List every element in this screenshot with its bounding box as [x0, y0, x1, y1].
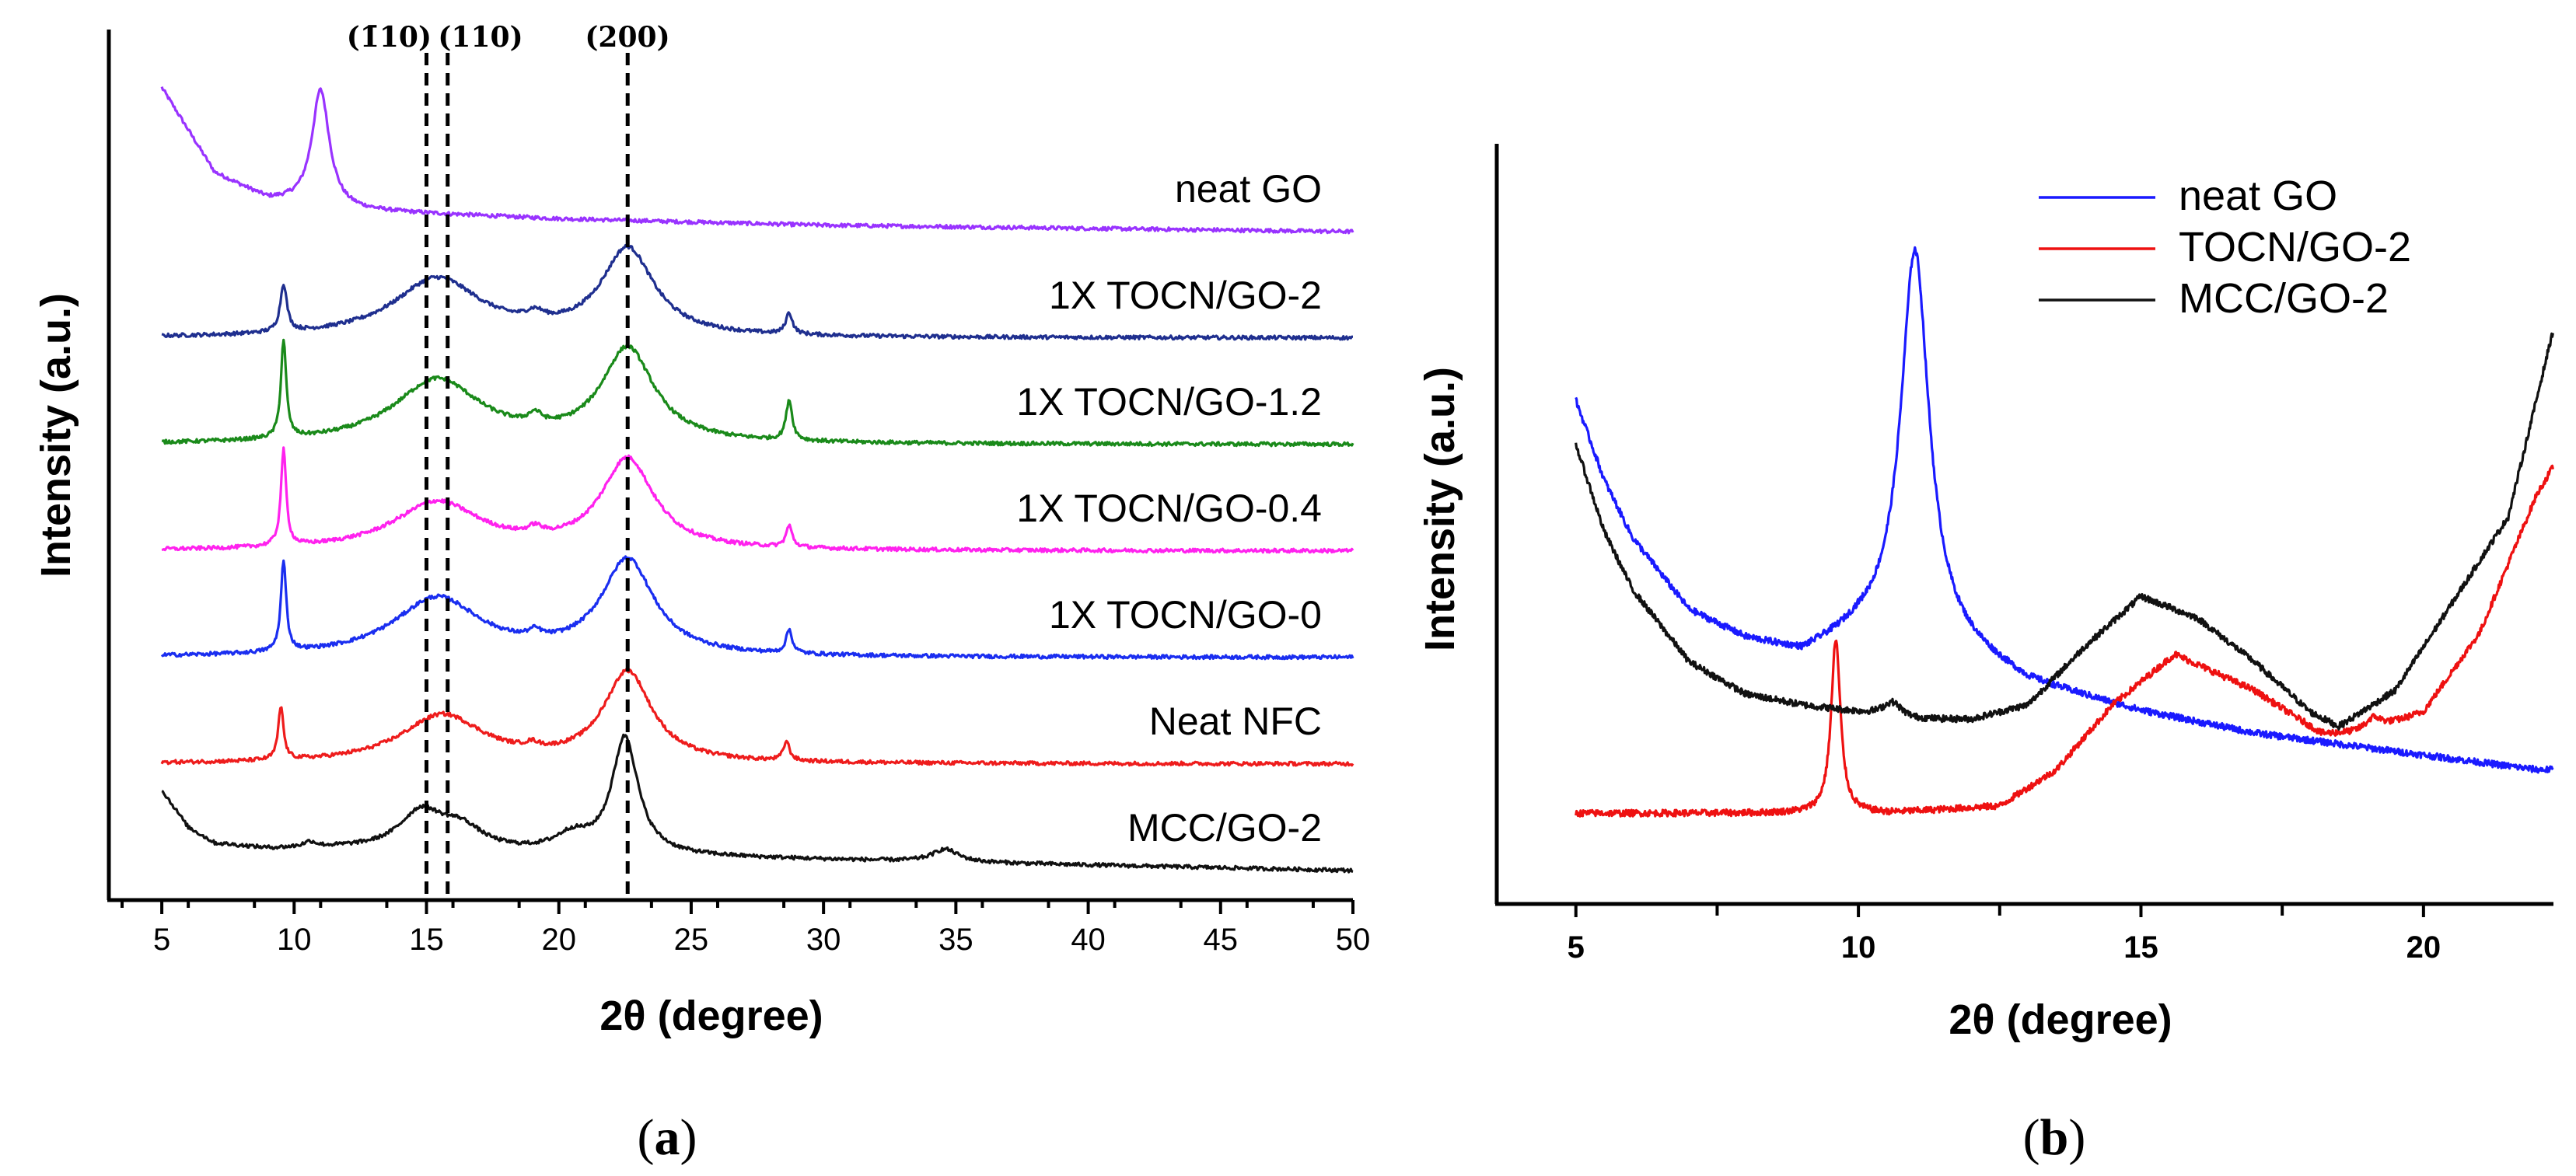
panel-a-series-label-6: MCC/GO-2 — [1127, 806, 1322, 850]
panel-a-series-label-3: 1X TOCN/GO-0.4 — [1016, 487, 1322, 530]
panel-b-x-tick-label-2: 15 — [2123, 930, 2158, 965]
panel-a-reflection-label-1: (110) — [438, 21, 523, 54]
panel-b-x-tick-label-0: 5 — [1568, 930, 1585, 965]
panel-a-series-line-1 — [161, 243, 1354, 341]
panel-a-x-axis-title: 2θ (degree) — [599, 993, 823, 1039]
panel-a-x-tick-label-7: 40 — [1071, 923, 1106, 957]
panel-a-x-tick-label-5: 30 — [806, 923, 841, 957]
panel-a-series-line-6 — [161, 733, 1354, 874]
panel-a-x-tick-label-8: 45 — [1204, 923, 1239, 957]
panel-b-y-axis-title: Intensity (a.u.) — [1417, 367, 1463, 651]
panel-a-y-axis-title: Intensity (a.u.) — [33, 293, 79, 578]
panel-a-series-label-1: 1X TOCN/GO-2 — [1049, 274, 1322, 317]
panel-a-series-label-0: neat GO — [1175, 167, 1322, 211]
panel-b-caption: (b) — [2023, 1109, 2086, 1166]
panel-a-series-label-2: 1X TOCN/GO-1.2 — [1016, 380, 1322, 424]
panel-a-x-tick-label-9: 50 — [1336, 923, 1371, 957]
panel-a-series-line-2 — [161, 338, 1354, 448]
panel-b-legend-label-2: MCC/GO-2 — [2179, 275, 2389, 322]
panel-a-series-label-4: 1X TOCN/GO-0 — [1049, 593, 1322, 637]
panel-a-x-tick-label-2: 15 — [409, 923, 444, 957]
panel-b-curves — [1575, 246, 2554, 818]
panel-a-reflection-labels: (1̄10) (110) (200) — [347, 21, 670, 54]
panel-b-series-line-1 — [1575, 464, 2554, 818]
panel-a-series-label-5: Neat NFC — [1149, 700, 1322, 743]
panel-a-x-tick-label-3: 20 — [541, 923, 576, 957]
panel-a-x-tick-label-6: 35 — [938, 923, 973, 957]
panel-b-series-line-0 — [1575, 246, 2554, 774]
panel-a-x-tick-label-0: 5 — [153, 923, 170, 957]
panel-a-x-tick-label-1: 10 — [277, 923, 312, 957]
panel-a-series-line-3 — [161, 446, 1354, 554]
panel-b-chart: 5 10 15 20 neat GO TOCN/GO-2 MCC/GO-2 2θ (deg… — [1417, 144, 2554, 1166]
panel-b-x-tick-label-3: 20 — [2406, 930, 2441, 965]
panel-a-reflection-lines — [425, 53, 630, 900]
panel-a-series-line-4 — [160, 555, 1354, 661]
panel-a-series-line-0 — [160, 86, 1354, 235]
panel-b-x-ticks: 5 10 15 20 — [1568, 904, 2441, 965]
panel-a-x-ticks: 5 10 15 20 25 30 35 40 45 50 — [121, 900, 1371, 957]
panel-b-series-line-2 — [1575, 332, 2554, 731]
panel-a-caption: (a) — [638, 1109, 697, 1166]
panel-a-series-labels: neat GO 1X TOCN/GO-2 1X TOCN/GO-1.2 1X TOCN… — [1016, 167, 1322, 850]
panel-b-legend-label-1: TOCN/GO-2 — [2179, 224, 2411, 270]
panel-a-reflection-label-2: (200) — [585, 21, 669, 54]
panel-b-legend: neat GO TOCN/GO-2 MCC/GO-2 — [2039, 173, 2411, 322]
panel-a-series-line-5 — [160, 668, 1354, 767]
panel-a-chart: (1̄10) (110) (200) neat GO 1X TOCN/GO-2 1X T… — [33, 21, 1370, 1166]
panel-a-reflection-label-0: (1̄10) — [347, 21, 432, 54]
panel-b-x-tick-label-1: 10 — [1841, 930, 1876, 965]
panel-a-x-tick-label-4: 25 — [674, 923, 709, 957]
panel-b-legend-label-0: neat GO — [2179, 173, 2337, 219]
panel-a-curves — [160, 86, 1354, 874]
panel-b-x-axis-title: 2θ (degree) — [1949, 996, 2172, 1043]
